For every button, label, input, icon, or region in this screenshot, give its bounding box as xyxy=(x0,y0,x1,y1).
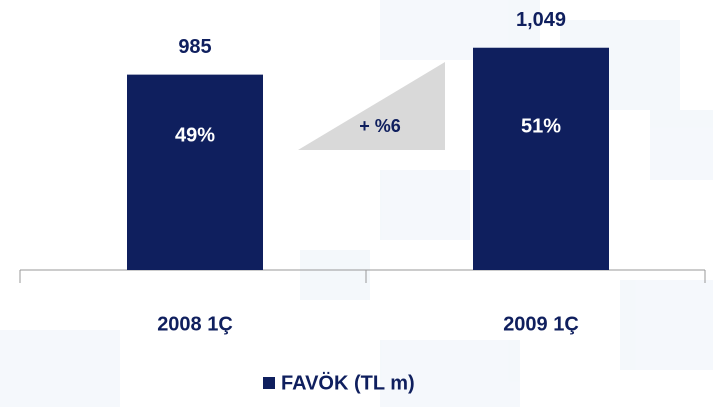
x-tick-label: 2009 1Ç xyxy=(503,313,579,335)
bar xyxy=(127,74,263,270)
growth-label: + %6 xyxy=(359,116,401,136)
x-tick-label: 2008 1Ç xyxy=(157,313,233,335)
value-label: 1,049 xyxy=(516,9,566,31)
value-label: 985 xyxy=(178,36,211,58)
bar xyxy=(473,47,609,270)
legend-label: FAVÖK (TL m) xyxy=(281,371,415,394)
growth-triangle xyxy=(298,62,445,150)
share-label: 51% xyxy=(521,115,561,137)
share-label: 49% xyxy=(175,124,215,146)
legend-swatch xyxy=(263,377,275,389)
